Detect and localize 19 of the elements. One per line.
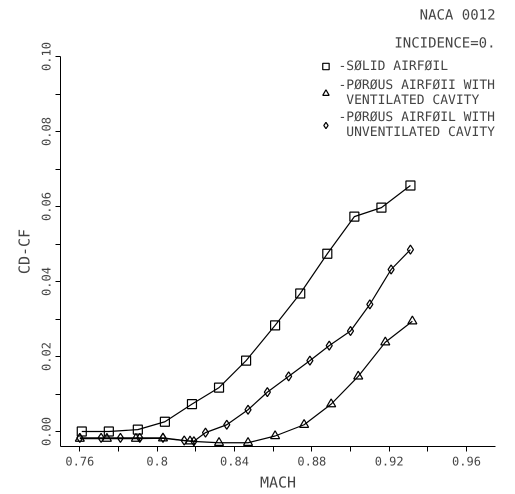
y-tick-label: 0.08 <box>40 117 54 146</box>
chart-subtitle: INCIDENCE=0. <box>394 36 496 52</box>
x-tick-label: 0.76 <box>65 454 94 468</box>
y-axis-title: CD-CF <box>16 228 34 274</box>
x-tick-label: 0.96 <box>452 454 481 468</box>
legend-label: -SØLID AIRFØIL <box>338 58 448 74</box>
legend-label: -PØRØUS AIRFØII WITH VENTILATED CAVITY <box>338 78 495 108</box>
y-tick-label: 0.06 <box>40 192 54 221</box>
x-tick-label: 0.88 <box>297 454 326 468</box>
x-tick-label: 0.92 <box>374 454 404 468</box>
y-tick-label: 0.00 <box>40 417 54 446</box>
x-tick-label: 0.84 <box>220 454 249 468</box>
y-tick-label: 0.04 <box>40 267 54 296</box>
legend-label: -PØRØUS AIRFØIL WITH UNVENTILATED CAVITY <box>338 110 495 140</box>
y-tick-label: 0.10 <box>40 42 54 71</box>
y-tick-label: 0.02 <box>40 342 54 371</box>
x-axis-title: MACH <box>260 474 296 492</box>
chart-title: NACA 0012 <box>420 8 496 24</box>
x-tick-label: 0.8 <box>146 454 168 468</box>
